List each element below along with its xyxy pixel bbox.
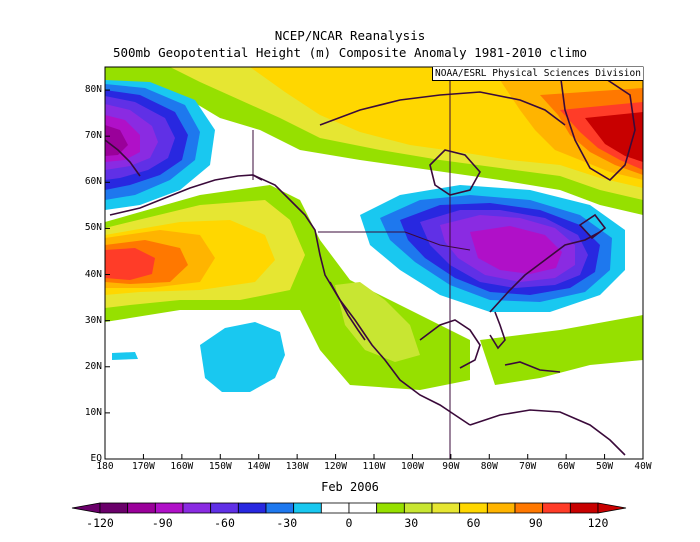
colorbar-swatch bbox=[210, 502, 239, 514]
lon-tick-label: 160W bbox=[170, 461, 194, 472]
lat-tick-label: 30N bbox=[84, 314, 102, 326]
title-line-1: NCEP/NCAR Reanalysis bbox=[274, 28, 426, 43]
lat-tick-label: 50N bbox=[84, 222, 102, 234]
hudson-bay bbox=[429, 149, 481, 196]
colorbar-swatch bbox=[182, 502, 212, 514]
lon-tick-label: 170W bbox=[131, 461, 155, 472]
colorbar-label: 60 bbox=[466, 516, 481, 530]
colorbar-label: -30 bbox=[276, 516, 298, 530]
colorbar-swatch bbox=[154, 502, 184, 514]
colorbar-swatch bbox=[431, 502, 461, 514]
colorbar-label: -120 bbox=[86, 516, 114, 530]
lon-ticks bbox=[104, 454, 644, 459]
colorbar-swatch bbox=[265, 502, 295, 514]
lat-tick-label: 10N bbox=[84, 406, 102, 418]
lon-tick-label: 130W bbox=[285, 461, 309, 472]
colorbar-swatch bbox=[403, 502, 433, 514]
coastlines bbox=[105, 71, 636, 456]
colorbar-label: 90 bbox=[528, 516, 543, 530]
subtrop-negative-15 bbox=[200, 322, 285, 392]
title-line-2: 500mb Geopotential Height (m) Composite … bbox=[112, 45, 588, 60]
colorbar-swatch bbox=[237, 502, 267, 514]
asia-coast bbox=[105, 139, 141, 177]
gulf-positive-15 bbox=[480, 315, 643, 385]
lat-tick-label: 60N bbox=[84, 176, 102, 188]
lat-tick-label: 40N bbox=[84, 268, 102, 280]
date-label: Feb 2006 bbox=[321, 480, 379, 494]
newfoundland bbox=[578, 213, 607, 240]
lat-tick-label: 70N bbox=[84, 130, 102, 142]
north-america-west-coast bbox=[252, 174, 471, 426]
east-coast bbox=[489, 231, 601, 313]
colorbar bbox=[71, 502, 627, 514]
lon-tick-label: 60W bbox=[557, 461, 575, 472]
lon-tick-label: 90W bbox=[442, 461, 460, 472]
us-canada-border bbox=[318, 231, 471, 251]
atlantic-positive-120 bbox=[585, 112, 643, 162]
lat-tick-label: 20N bbox=[84, 360, 102, 372]
lon-tick-label: 120W bbox=[324, 461, 347, 472]
lon-tick-label: 140W bbox=[247, 461, 271, 472]
colorbar-swatch bbox=[542, 502, 571, 514]
colorbar-swatch bbox=[293, 502, 322, 514]
colorbar-swatch bbox=[99, 502, 129, 514]
lon-tick-label: 100W bbox=[400, 461, 424, 472]
lon-tick-label: 110W bbox=[362, 461, 386, 472]
map-fill bbox=[105, 67, 643, 459]
lon-tick-label: 70W bbox=[519, 461, 537, 472]
npac-negative-105 bbox=[105, 125, 128, 156]
alaska-coast bbox=[109, 174, 263, 216]
mexico-positive-30 bbox=[335, 282, 420, 362]
lat-tick-label: EQ bbox=[90, 453, 102, 464]
colorbar-swatch bbox=[376, 502, 405, 514]
lon-tick-label: 80W bbox=[480, 461, 498, 472]
lon-tick-label: 40W bbox=[634, 461, 652, 472]
south-america-north bbox=[469, 409, 626, 456]
colorbar-label: -90 bbox=[151, 516, 173, 530]
colorbar-swatch bbox=[320, 502, 350, 514]
colorbar-label: 30 bbox=[404, 516, 419, 530]
colorbar-label: 0 bbox=[345, 516, 353, 530]
colorbar-swatch bbox=[569, 502, 599, 514]
hawaii-negative-patch bbox=[112, 352, 138, 360]
lon-tick-label: 180 bbox=[96, 461, 114, 472]
lon-tick-label: 150W bbox=[208, 461, 232, 472]
lat-tick-label: 80N bbox=[84, 84, 102, 96]
lon-tick-label: 50W bbox=[595, 461, 614, 472]
colorbar-min-arrow bbox=[71, 502, 101, 514]
colorbar-label: -60 bbox=[214, 516, 235, 530]
gulf-coast bbox=[419, 319, 481, 369]
colorbar-swatch bbox=[127, 502, 156, 514]
ena-negative-90 bbox=[470, 226, 562, 274]
florida bbox=[489, 311, 506, 350]
canadian-arctic bbox=[319, 91, 566, 126]
borders bbox=[252, 80, 471, 459]
greenland bbox=[559, 71, 636, 182]
colorbar-swatch bbox=[459, 502, 488, 514]
pacific-positive-105 bbox=[105, 248, 155, 280]
baja-california bbox=[329, 281, 366, 341]
caribbean-islands bbox=[504, 361, 561, 373]
colorbar-max-arrow bbox=[597, 502, 627, 514]
colorbar-label: 120 bbox=[587, 516, 609, 530]
colorbar-swatch bbox=[486, 502, 516, 514]
lat-ticks bbox=[105, 89, 110, 460]
credit-label: NOAA/ESRL Physical Sciences Division bbox=[432, 67, 643, 81]
colorbar-swatch bbox=[348, 502, 378, 514]
colorbar-swatch bbox=[514, 502, 544, 514]
